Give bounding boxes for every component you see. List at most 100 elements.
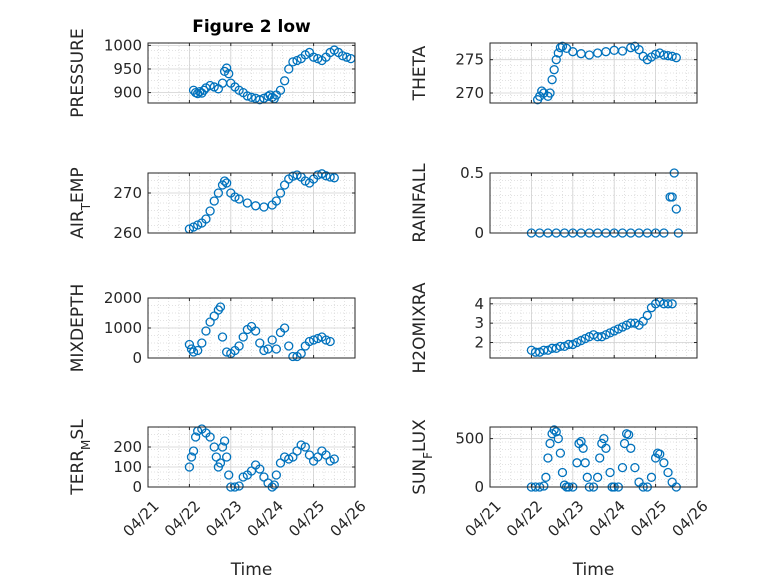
- data-point: [238, 332, 248, 342]
- y-axis-label: THETA: [410, 45, 430, 101]
- data-point: [601, 443, 611, 453]
- y-tick-label: 1000: [104, 319, 142, 337]
- data-point: [619, 438, 630, 449]
- y-tick-label: 2: [474, 334, 484, 352]
- data-point: [288, 351, 298, 362]
- data-point: [646, 472, 657, 482]
- data-point: [553, 48, 563, 58]
- data-point: [582, 472, 592, 482]
- data-point: [655, 449, 665, 459]
- y-tick-label: 260: [113, 224, 142, 242]
- data-point: [184, 339, 195, 350]
- data-point: [547, 343, 557, 353]
- data-point: [337, 51, 348, 61]
- data-point: [271, 470, 281, 480]
- data-point: [557, 467, 568, 478]
- y-tick-label: 950: [113, 60, 142, 78]
- data-point: [219, 176, 230, 186]
- subplot-6: 2 34 H2OMIXRA: [410, 282, 698, 374]
- data-point: [624, 430, 634, 440]
- data-point: [234, 194, 244, 204]
- minor-grid: [489, 173, 698, 233]
- data-point: [217, 78, 228, 88]
- tick-marks: [489, 43, 698, 103]
- data-point: [671, 204, 681, 214]
- data-point: [321, 335, 331, 345]
- y-tick-label: 2000: [104, 289, 142, 307]
- subplot-5: 0 1000 2000 MIXDEPTH: [68, 284, 356, 373]
- data-point: [541, 472, 551, 482]
- x-tick-label: 04/26: [668, 497, 711, 540]
- data-point: [325, 336, 335, 347]
- y-axis-label: MIXDEPTH: [68, 284, 88, 373]
- data-point: [580, 458, 590, 468]
- data-point: [184, 462, 195, 472]
- tick-marks: [489, 172, 698, 234]
- axes-box: [147, 42, 356, 104]
- data-point: [539, 345, 549, 355]
- data-point: [217, 442, 228, 452]
- data-point: [601, 47, 611, 57]
- data-point: [284, 341, 294, 351]
- data-series: [184, 302, 335, 362]
- data-point: [539, 481, 549, 491]
- data-point: [329, 454, 339, 464]
- data-point: [545, 438, 555, 449]
- x-tick-label: 04/25: [627, 497, 670, 540]
- x-tick-label: 04/24: [586, 497, 629, 540]
- y-tick-label: 1000: [104, 36, 142, 54]
- subplot-8: 0 500 SUNFLUX 04/2104/2204/2304/2404/2504/2…: [410, 419, 712, 580]
- data-point: [663, 51, 673, 61]
- data-point: [584, 50, 595, 60]
- data-point: [224, 69, 234, 79]
- x-tick-label: 04/22: [161, 497, 204, 540]
- data-point: [234, 481, 244, 491]
- axes-box: [147, 426, 356, 488]
- y-tick-label: 500: [455, 430, 484, 448]
- data-series: [532, 41, 681, 105]
- axes-box: [489, 297, 698, 359]
- axes-box: [489, 42, 698, 104]
- data-point: [279, 76, 290, 86]
- data-point: [642, 310, 652, 321]
- data-point: [224, 470, 234, 480]
- data-point: [255, 338, 265, 348]
- data-point: [271, 344, 281, 354]
- axes-box: [489, 426, 698, 488]
- data-point: [250, 201, 261, 211]
- data-point: [576, 436, 586, 447]
- data-point: [215, 458, 226, 468]
- data-point: [578, 443, 588, 453]
- data-point: [667, 299, 677, 309]
- y-tick-label: 275: [455, 51, 484, 69]
- data-point: [222, 178, 232, 188]
- x-tick-label: 04/23: [544, 497, 587, 540]
- data-point: [201, 326, 211, 336]
- y-tick-label: 0: [474, 478, 484, 496]
- data-point: [630, 462, 640, 473]
- x-tick-label: 04/22: [503, 497, 546, 540]
- y-tick-label: 900: [113, 84, 142, 102]
- data-point: [215, 302, 226, 312]
- data-point: [626, 443, 636, 453]
- tick-marks: [147, 427, 356, 488]
- data-series: [526, 297, 677, 357]
- data-point: [564, 339, 574, 350]
- x-tick-label: 04/26: [326, 497, 369, 540]
- data-point: [269, 480, 279, 490]
- x-tick-label: 04/25: [285, 497, 328, 540]
- x-axis-label: Time: [230, 560, 273, 580]
- data-point: [617, 46, 628, 56]
- data-point: [617, 462, 628, 473]
- y-tick-label: 0.5: [460, 164, 484, 182]
- data-point: [551, 427, 561, 437]
- data-point: [271, 196, 281, 206]
- data-point: [572, 458, 582, 468]
- data-point: [626, 318, 636, 328]
- data-point: [576, 49, 586, 59]
- tick-marks: [147, 43, 356, 103]
- data-point: [255, 95, 265, 105]
- data-point: [634, 45, 644, 55]
- data-point: [242, 198, 253, 208]
